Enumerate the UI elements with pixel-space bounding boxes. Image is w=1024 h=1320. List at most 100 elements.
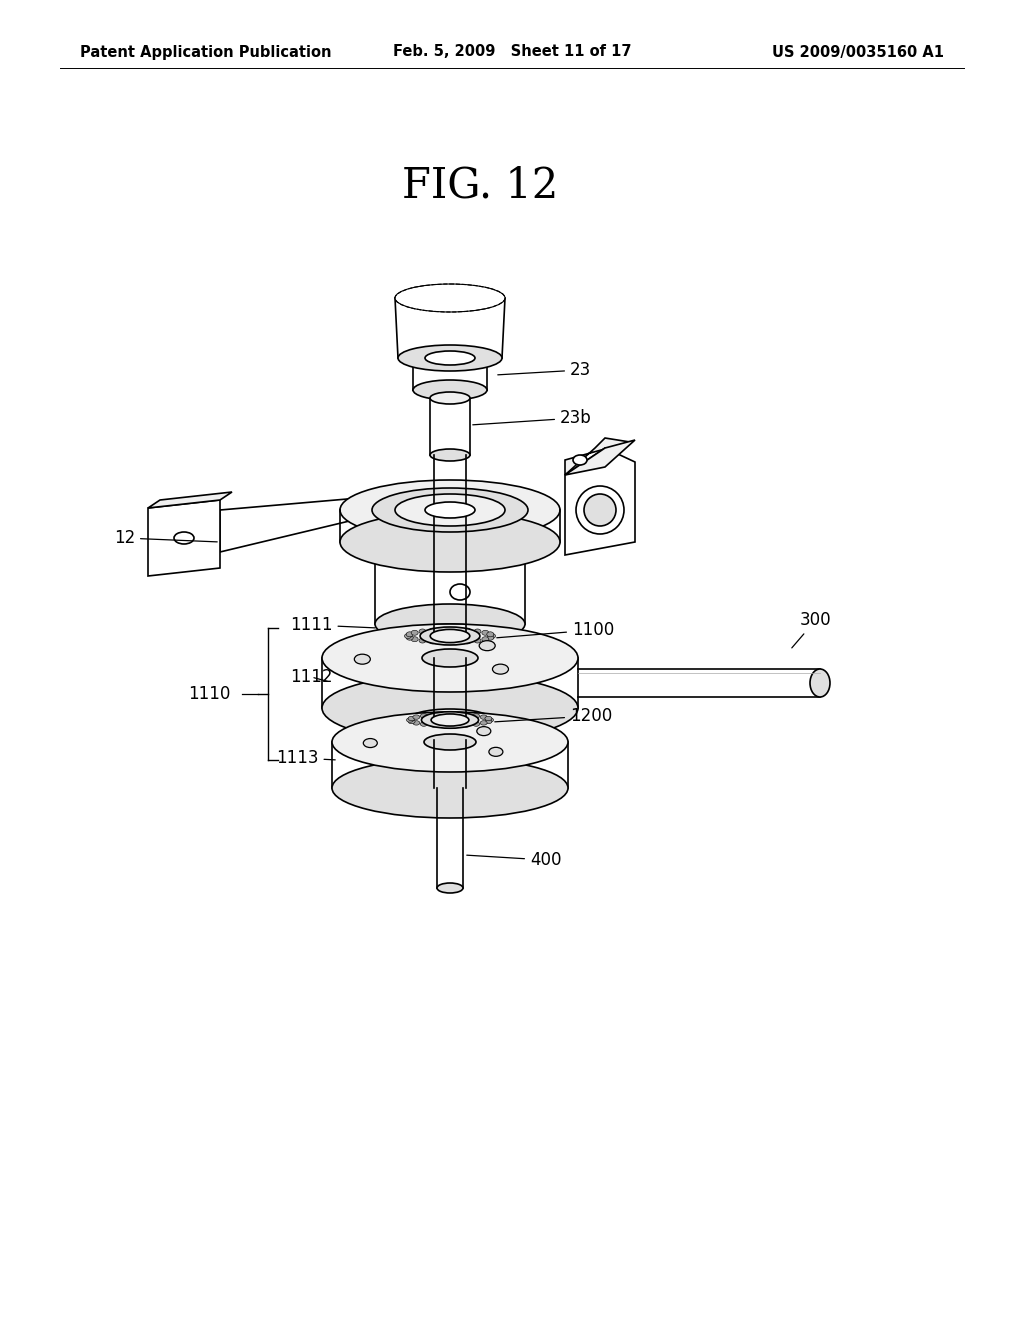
Ellipse shape [473,722,479,726]
Ellipse shape [398,345,502,371]
Ellipse shape [453,723,459,727]
Text: 12: 12 [114,529,217,546]
Ellipse shape [413,721,420,725]
Polygon shape [322,657,578,708]
Ellipse shape [431,714,469,726]
Ellipse shape [430,723,437,727]
Ellipse shape [482,636,488,642]
Ellipse shape [440,723,447,727]
Text: Patent Application Publication: Patent Application Publication [80,45,332,59]
Ellipse shape [453,627,460,632]
Ellipse shape [463,723,470,727]
Ellipse shape [332,711,568,772]
Ellipse shape [473,714,479,718]
Ellipse shape [430,630,470,643]
Ellipse shape [409,717,415,721]
Ellipse shape [420,714,427,718]
Ellipse shape [407,718,414,722]
Ellipse shape [575,486,624,535]
Ellipse shape [474,638,481,643]
Ellipse shape [486,718,494,722]
Text: 300: 300 [792,611,831,648]
Ellipse shape [480,715,487,719]
Ellipse shape [486,632,494,636]
Text: 1200: 1200 [495,708,612,725]
Ellipse shape [406,645,494,671]
Ellipse shape [477,726,490,735]
Ellipse shape [453,639,460,644]
Ellipse shape [406,624,494,648]
Ellipse shape [419,628,426,634]
Polygon shape [375,543,525,624]
Ellipse shape [412,636,418,642]
Ellipse shape [354,655,371,664]
Ellipse shape [422,711,478,729]
Ellipse shape [364,739,377,747]
Ellipse shape [430,392,470,404]
Ellipse shape [440,639,447,644]
Ellipse shape [408,709,492,731]
Ellipse shape [395,284,505,312]
Ellipse shape [375,605,525,644]
Text: US 2009/0035160 A1: US 2009/0035160 A1 [772,45,944,59]
Text: 23: 23 [498,360,591,379]
Ellipse shape [407,632,414,636]
Ellipse shape [479,640,496,651]
Ellipse shape [810,669,830,697]
Polygon shape [398,358,502,455]
Ellipse shape [409,719,415,723]
Ellipse shape [453,713,459,717]
Ellipse shape [440,627,447,632]
Ellipse shape [430,713,437,717]
Ellipse shape [485,719,492,723]
Ellipse shape [440,713,447,717]
Ellipse shape [474,628,481,634]
Polygon shape [565,440,635,475]
Ellipse shape [485,717,492,721]
Text: Feb. 5, 2009   Sheet 11 of 17: Feb. 5, 2009 Sheet 11 of 17 [393,45,631,59]
Ellipse shape [413,715,420,719]
Ellipse shape [464,628,471,634]
Ellipse shape [584,494,616,525]
Ellipse shape [493,664,509,675]
Ellipse shape [413,380,487,400]
Polygon shape [332,742,568,788]
Ellipse shape [429,639,436,644]
Text: 1100: 1100 [497,620,614,639]
Polygon shape [220,496,382,552]
Ellipse shape [372,488,528,532]
Ellipse shape [419,638,426,643]
Ellipse shape [573,455,587,465]
Text: 400: 400 [467,851,561,869]
Polygon shape [565,447,635,554]
Ellipse shape [464,639,471,644]
Text: 1111: 1111 [290,616,375,634]
Ellipse shape [482,630,488,635]
Ellipse shape [420,627,480,645]
Polygon shape [565,438,630,475]
Ellipse shape [340,480,560,540]
Ellipse shape [429,628,436,634]
Ellipse shape [408,729,492,751]
Ellipse shape [425,502,475,517]
Ellipse shape [486,635,494,640]
Polygon shape [148,492,232,508]
Ellipse shape [340,512,560,572]
Ellipse shape [422,649,478,667]
Ellipse shape [404,634,412,639]
Text: 1113: 1113 [276,748,335,767]
Ellipse shape [463,713,470,717]
Text: FIG. 12: FIG. 12 [401,164,558,206]
Ellipse shape [437,883,463,894]
Ellipse shape [395,494,505,525]
Ellipse shape [174,532,194,544]
Ellipse shape [480,721,487,725]
Ellipse shape [488,747,503,756]
Text: 1112: 1112 [290,668,333,686]
Ellipse shape [450,583,470,601]
Ellipse shape [488,634,496,639]
Text: 1110: 1110 [187,685,230,704]
Ellipse shape [420,722,427,726]
Ellipse shape [332,758,568,818]
Ellipse shape [407,635,414,640]
